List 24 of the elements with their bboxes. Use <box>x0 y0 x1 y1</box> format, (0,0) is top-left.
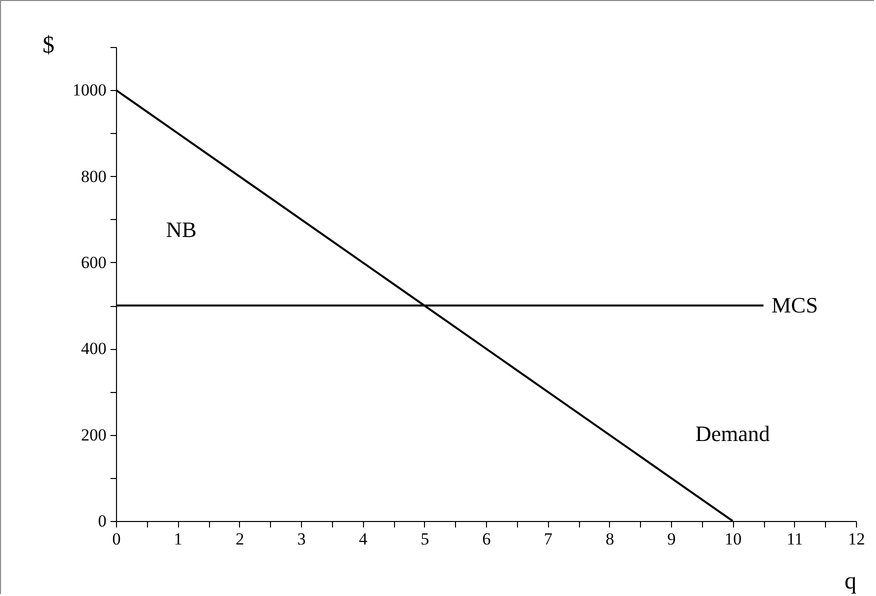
x-tick-label: 8 <box>606 530 614 548</box>
annotation: NB <box>166 217 197 242</box>
x-tick-label: 4 <box>358 530 368 548</box>
x-tick-label: 0 <box>112 530 121 548</box>
y-tick-label: 1000 <box>72 80 106 100</box>
x-tick-label: 2 <box>236 530 244 548</box>
y-tick-label: 800 <box>81 166 106 186</box>
x-tick-label: 7 <box>544 530 553 548</box>
x-tick-label: 5 <box>420 530 430 548</box>
series-label: MCS <box>772 292 818 318</box>
x-tick-label: 9 <box>667 530 676 548</box>
y-tick-label: 200 <box>81 425 106 444</box>
x-tick-label: 11 <box>786 530 804 548</box>
y-axis-title: $ <box>42 32 54 58</box>
x-tick-label: 12 <box>848 530 865 548</box>
x-tick-label: 3 <box>297 530 306 548</box>
y-tick-label: 400 <box>81 339 106 358</box>
y-tick-label: 0 <box>98 512 106 530</box>
x-tick-label: 10 <box>724 530 742 548</box>
x-tick-label: 6 <box>482 530 491 548</box>
series-label: Demand <box>695 421 770 446</box>
y-tick-label: 600 <box>81 252 106 272</box>
x-tick-label: 1 <box>174 530 182 548</box>
x-axis-title: q <box>844 568 856 594</box>
